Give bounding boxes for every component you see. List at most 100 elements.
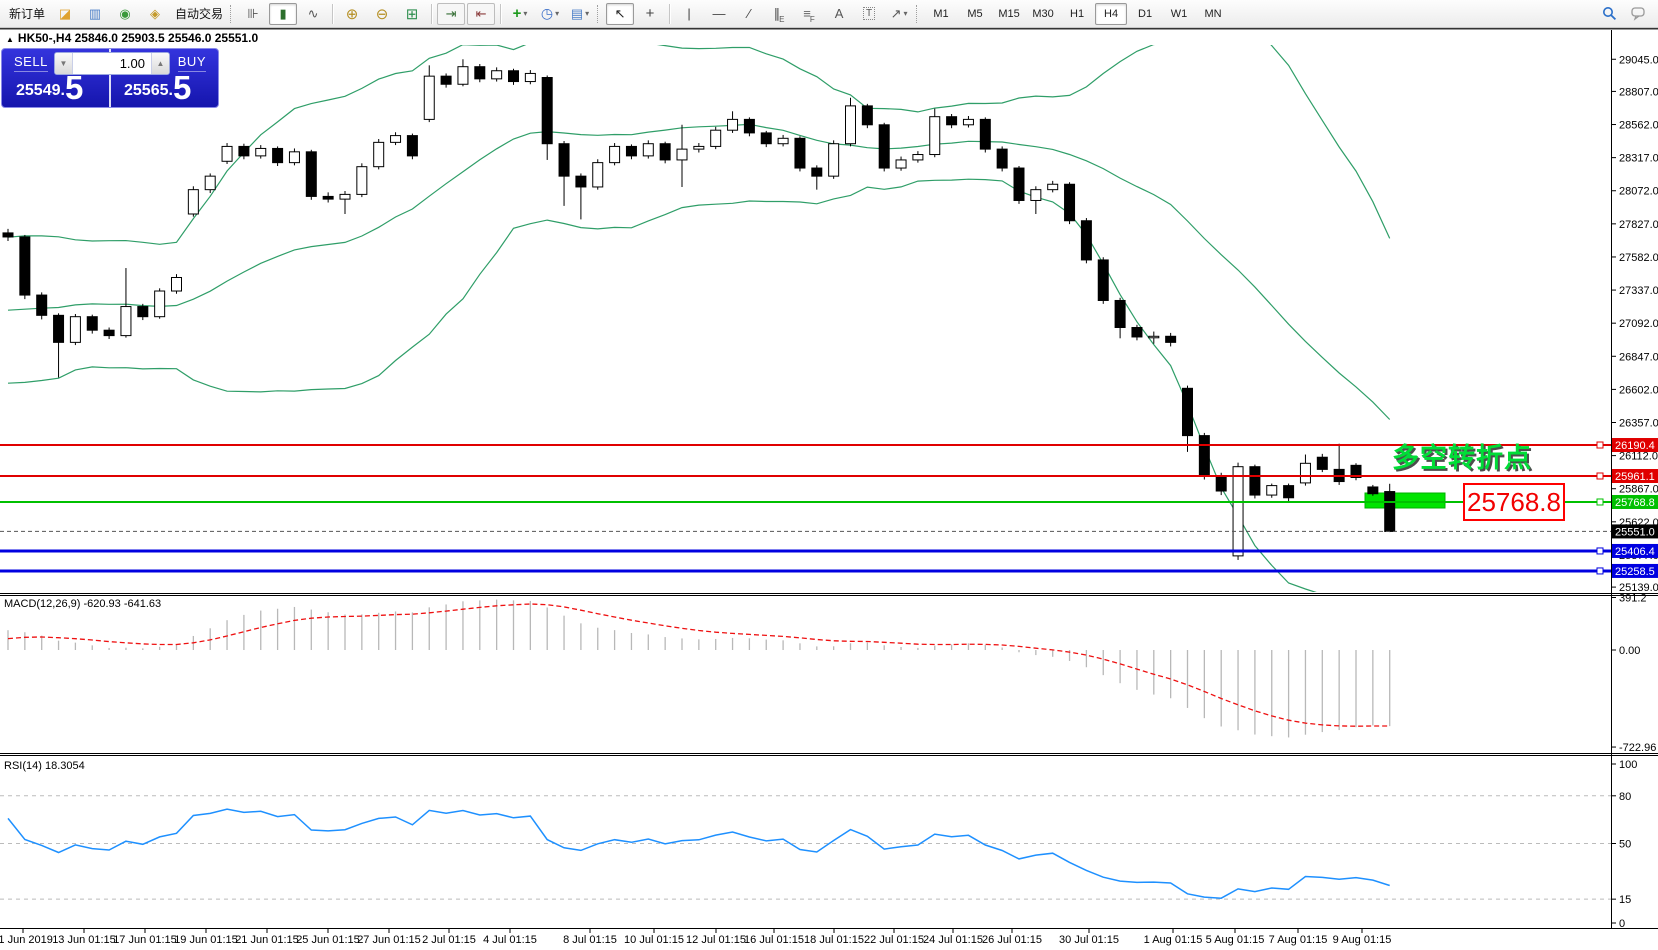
tf-m5-button[interactable]: M5 (967, 7, 983, 20)
eraser-icon[interactable] (51, 3, 79, 25)
collapse-triangle-icon[interactable]: ▲ (6, 35, 14, 44)
volume-increase-button[interactable]: ▲ (151, 53, 169, 74)
text-label-button[interactable] (855, 3, 883, 25)
toolbar-separator (431, 3, 433, 24)
line-handle[interactable] (1596, 498, 1604, 506)
svg-text:18 Jul 01:15: 18 Jul 01:15 (804, 934, 864, 946)
tf-m15-button[interactable]: M15 (998, 7, 1020, 20)
svg-text:25551.0: 25551.0 (1615, 526, 1655, 538)
search-icon[interactable] (1595, 3, 1623, 25)
tf-h4-button[interactable]: H4 (1095, 2, 1128, 25)
svg-text:28807.0: 28807.0 (1619, 86, 1658, 98)
chart-title: ▲ HK50-,H4 25846.0 25903.5 25546.0 25551.… (6, 31, 259, 45)
line-chart-button[interactable] (299, 3, 327, 25)
svg-text:-722.96: -722.96 (1619, 742, 1656, 754)
arrows-button[interactable]: ▾ (885, 3, 913, 25)
price-callout-label[interactable]: 25768.8 (1463, 483, 1565, 521)
period-menu-button[interactable]: ▾ (536, 3, 564, 25)
svg-text:29045.0: 29045.0 (1619, 54, 1658, 66)
svg-text:30 Jul 01:15: 30 Jul 01:15 (1059, 934, 1119, 946)
svg-text:27 Jun 01:15: 27 Jun 01:15 (357, 934, 421, 946)
svg-text:24 Jul 01:15: 24 Jul 01:15 (923, 934, 983, 946)
chat-icon[interactable] (1625, 3, 1653, 25)
svg-text:25961.1: 25961.1 (1615, 471, 1655, 483)
svg-text:12 Jul 01:15: 12 Jul 01:15 (686, 934, 746, 946)
autotrade-icon[interactable] (141, 3, 169, 25)
crosshair-button[interactable] (636, 3, 664, 25)
toolbar-grip (597, 4, 601, 23)
chart-window-icon[interactable] (81, 3, 109, 25)
text-button[interactable] (825, 3, 853, 25)
rsi-pane[interactable] (0, 795, 1611, 900)
price-badge (1612, 469, 1658, 483)
fibonacci-button[interactable]: F (795, 3, 823, 25)
buy-button[interactable]: 25565. 5 (124, 71, 191, 104)
template-menu-button[interactable]: ▾ (566, 3, 594, 25)
zoom-in-button[interactable] (338, 3, 366, 25)
tf-d1-button[interactable]: D1 (1138, 7, 1153, 20)
candlestick-button[interactable] (269, 2, 298, 25)
bar-chart-button[interactable] (239, 3, 267, 25)
svg-text:19 Jun 01:15: 19 Jun 01:15 (174, 934, 238, 946)
tile-windows-button[interactable] (398, 3, 426, 25)
auto-scroll-button[interactable] (467, 2, 496, 25)
svg-text:26357.0: 26357.0 (1619, 418, 1658, 430)
svg-text:5 Aug 01:15: 5 Aug 01:15 (1206, 934, 1265, 946)
candlestick-series (2, 59, 1396, 560)
tf-w1-button[interactable]: W1 (1170, 7, 1188, 20)
line-handle[interactable] (1596, 472, 1604, 480)
macd-signal-line (7, 603, 1390, 727)
auto-trading-button[interactable]: 自动交易 (175, 7, 224, 21)
buy-price-int: 25565 (124, 82, 169, 99)
price-badge (1612, 543, 1658, 558)
signal-icon[interactable] (111, 3, 139, 25)
trendline-button[interactable] (735, 3, 763, 25)
channel-button[interactable]: E (765, 3, 793, 25)
rsi-label: RSI(14) 18.3054 (4, 760, 85, 772)
svg-text:26847.0: 26847.0 (1619, 351, 1658, 363)
tf-h1-button[interactable]: H1 (1070, 7, 1085, 20)
scroll-to-end-button[interactable] (437, 2, 466, 25)
price-badge (1612, 563, 1658, 578)
line-handle[interactable] (1596, 547, 1604, 555)
svg-text:25406.4: 25406.4 (1615, 546, 1655, 558)
svg-text:16 Jul 01:15: 16 Jul 01:15 (744, 934, 804, 946)
volume-control: ▼ 1.00 ▲ (54, 52, 170, 75)
svg-text:8 Jul 01:15: 8 Jul 01:15 (563, 934, 617, 946)
main-pane[interactable] (2, 22, 1446, 603)
zoom-out-button[interactable] (368, 3, 396, 25)
bollinger-bands (7, 45, 1391, 592)
toolbar-separator (332, 3, 334, 24)
vertical-line-button[interactable] (675, 3, 703, 25)
line-handle[interactable] (1596, 441, 1604, 449)
new-chart-button[interactable]: ▾ (506, 3, 534, 25)
cursor-button[interactable] (606, 2, 635, 25)
tf-m30-button[interactable]: M30 (1032, 7, 1054, 20)
price-axis[interactable]: 29045.0 28807.0 28562.0 28317.0 28072.0 27827… (1611, 54, 1658, 930)
svg-text:50: 50 (1619, 839, 1631, 851)
svg-text:26 Jul 01:15: 26 Jul 01:15 (982, 934, 1042, 946)
horizontal-line-button[interactable] (705, 3, 733, 25)
sell-button[interactable]: 25549. 5 (16, 71, 83, 104)
line-handle[interactable] (1596, 567, 1604, 575)
svg-text:100: 100 (1619, 759, 1637, 771)
rsi-line (7, 808, 1390, 899)
macd-pane[interactable] (7, 599, 1391, 738)
volume-decrease-button[interactable]: ▼ (55, 53, 73, 74)
new-order-button[interactable]: 新订单 (9, 7, 46, 21)
green-zone-rectangle[interactable] (1364, 492, 1446, 509)
tf-mn-button[interactable]: MN (1204, 7, 1222, 20)
turning-point-text-annotation[interactable]: 多空转折点 (1392, 443, 1532, 473)
svg-text:28562.0: 28562.0 (1619, 120, 1658, 132)
tf-m1-button[interactable]: M1 (933, 7, 949, 20)
svg-text:21 Jun 01:15: 21 Jun 01:15 (235, 934, 299, 946)
toolbar-grip (916, 4, 920, 23)
toolbar: 新订单 自动交易 ▾ ▾ ▾ E F ▾ M1 M5 M15 (0, 0, 1658, 28)
svg-text:27827.0: 27827.0 (1619, 219, 1658, 231)
volume-input[interactable]: 1.00 (119, 56, 145, 71)
svg-text:17 Jun 01:15: 17 Jun 01:15 (113, 934, 177, 946)
panel-divider (109, 49, 111, 107)
